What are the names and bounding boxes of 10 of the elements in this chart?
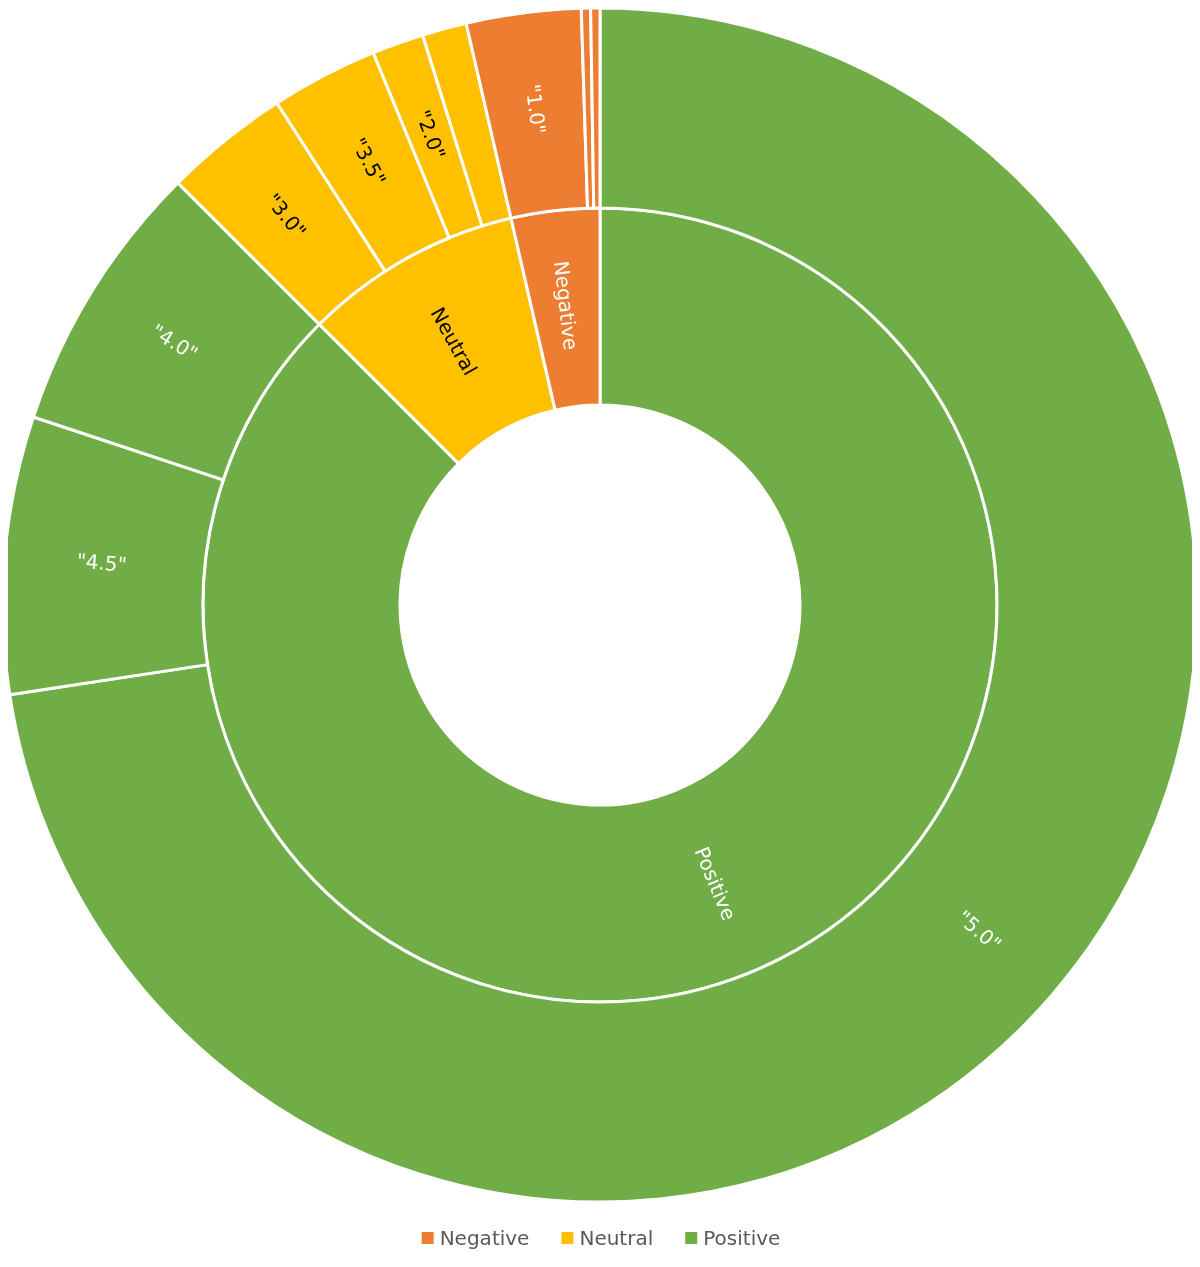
slice-label: "3.5": [346, 133, 392, 190]
legend-label: Neutral: [579, 1226, 654, 1250]
legend-label: Negative: [439, 1226, 530, 1250]
slice-label: "2.0": [410, 106, 451, 163]
slice-label: Negative: [548, 259, 583, 352]
slice-label: "4.5": [75, 548, 128, 577]
legend-label: Positive: [703, 1226, 781, 1250]
slice-label: "5.0": [952, 905, 1007, 957]
slice-label: "4.0": [146, 319, 203, 366]
slice-label: "1.0": [520, 82, 551, 136]
